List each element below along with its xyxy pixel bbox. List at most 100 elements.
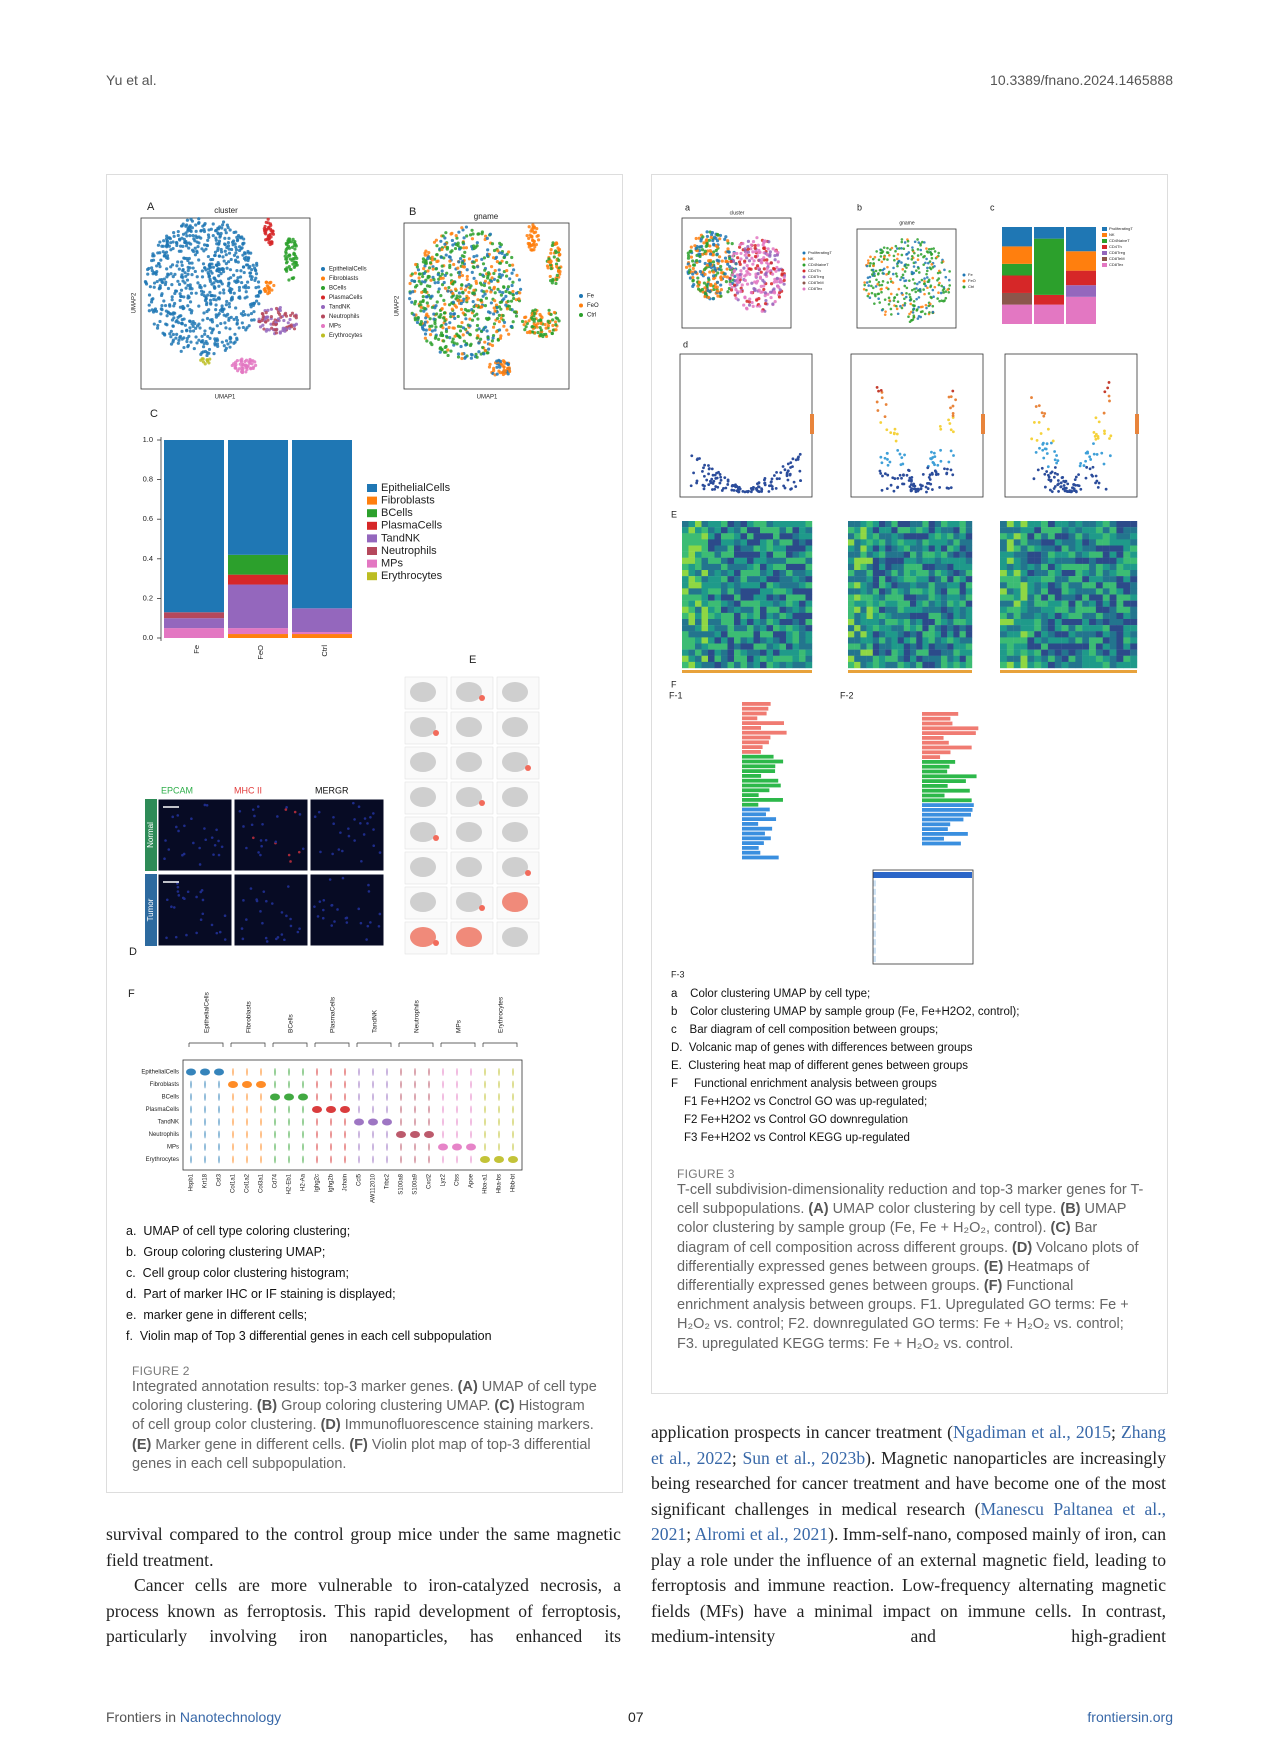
umap-dot (252, 310, 256, 314)
violin (400, 1080, 402, 1089)
umap-dot (496, 249, 500, 253)
if-nucleus (171, 815, 175, 819)
umap-dot (235, 318, 240, 322)
heat-cell (910, 545, 917, 552)
violin (288, 1143, 290, 1151)
umap-dot (703, 295, 707, 299)
umap-dot (271, 232, 276, 236)
umap-dot (476, 298, 480, 302)
umap-dot (163, 303, 168, 308)
bar-segment (1002, 304, 1032, 324)
heat-cell (760, 576, 767, 583)
umap-dot (214, 298, 218, 302)
volcano-dot (1059, 485, 1063, 489)
heat-cell (910, 588, 917, 595)
umap-dot (439, 294, 443, 298)
heat-cell (714, 545, 722, 552)
umap-dot (459, 299, 463, 303)
umap-dot (443, 273, 447, 277)
umap-dot (220, 226, 224, 230)
heat-cell (1102, 576, 1110, 583)
umap-dot (208, 336, 212, 340)
volcano-dot (789, 487, 792, 491)
if-nucleus (259, 853, 262, 857)
volcano-dot (1094, 432, 1098, 436)
umap-dot (457, 270, 462, 274)
umap-dot (426, 256, 430, 261)
heat-cell (714, 606, 722, 614)
violin (190, 1118, 192, 1126)
umap-dot (156, 261, 161, 266)
heat-cell (953, 545, 960, 552)
volcano-dot (880, 396, 884, 400)
if-image (157, 873, 233, 947)
umap-dot (498, 365, 502, 369)
umap-dot (203, 266, 207, 270)
heat-cell (1000, 527, 1008, 534)
heat-cell (1047, 576, 1055, 583)
umap-dot (242, 251, 247, 255)
heat-cell (1006, 527, 1014, 534)
label: Ighg2c (315, 1174, 321, 1192)
volcano-dot (1063, 489, 1067, 493)
umap-dot (747, 303, 752, 307)
heat-cell (848, 606, 855, 614)
heat-cell (903, 600, 911, 607)
if-nucleus (259, 839, 263, 842)
umap-dot (187, 246, 191, 250)
umap-dot (455, 342, 459, 346)
umap-dot (248, 265, 252, 269)
violin (470, 1080, 472, 1089)
umap-dot (254, 299, 259, 303)
heat-cell (959, 643, 966, 650)
umap-dot (464, 355, 468, 359)
heat-cell (805, 594, 813, 601)
umap-dot (896, 312, 900, 316)
heat-cell (854, 625, 861, 632)
umap-dot (539, 318, 543, 323)
heat-cell (941, 557, 948, 565)
bar-segment (164, 618, 224, 629)
umap-dot (428, 324, 432, 329)
heat-cell (959, 661, 966, 669)
volcano-dot (1049, 441, 1053, 445)
heat-cell (854, 612, 861, 620)
umap-dot (410, 272, 414, 276)
label: ProliferatingT (808, 250, 832, 255)
umap-dot (691, 266, 695, 271)
row-band (145, 874, 157, 946)
umap-dot (237, 288, 242, 292)
umap-dot (713, 266, 717, 270)
volcano-dot (945, 471, 949, 475)
volcano-dot (1059, 481, 1063, 485)
heat-cell (805, 533, 813, 540)
umap-dot (182, 306, 186, 310)
umap-dot (444, 322, 448, 326)
umap-dot (224, 303, 228, 307)
heat-cell (688, 606, 696, 614)
heat-cell (1075, 563, 1083, 571)
umap-dot (478, 272, 482, 276)
umap-dot (933, 250, 937, 253)
umap-dot (507, 290, 511, 295)
heat-cell (903, 661, 911, 669)
heat-cell (1006, 545, 1014, 552)
umap-dot (450, 249, 454, 253)
umap-dot (489, 290, 493, 294)
heat-cell (910, 521, 917, 528)
umap-dot (433, 281, 437, 285)
volcano-dot (779, 471, 783, 475)
umap-dot (755, 264, 760, 268)
heat-cell (1054, 551, 1062, 558)
umap-dot (497, 275, 501, 279)
heat-cell (928, 625, 935, 632)
heat-cell (916, 545, 923, 552)
heat-cell (854, 582, 861, 589)
heat-cell (1054, 570, 1062, 577)
umap-dot (511, 293, 515, 297)
umap-dot (228, 337, 232, 341)
volcano-dot (716, 485, 720, 489)
umap-dot (475, 312, 479, 316)
heat-cell (879, 533, 886, 540)
umap-dot (867, 261, 870, 265)
